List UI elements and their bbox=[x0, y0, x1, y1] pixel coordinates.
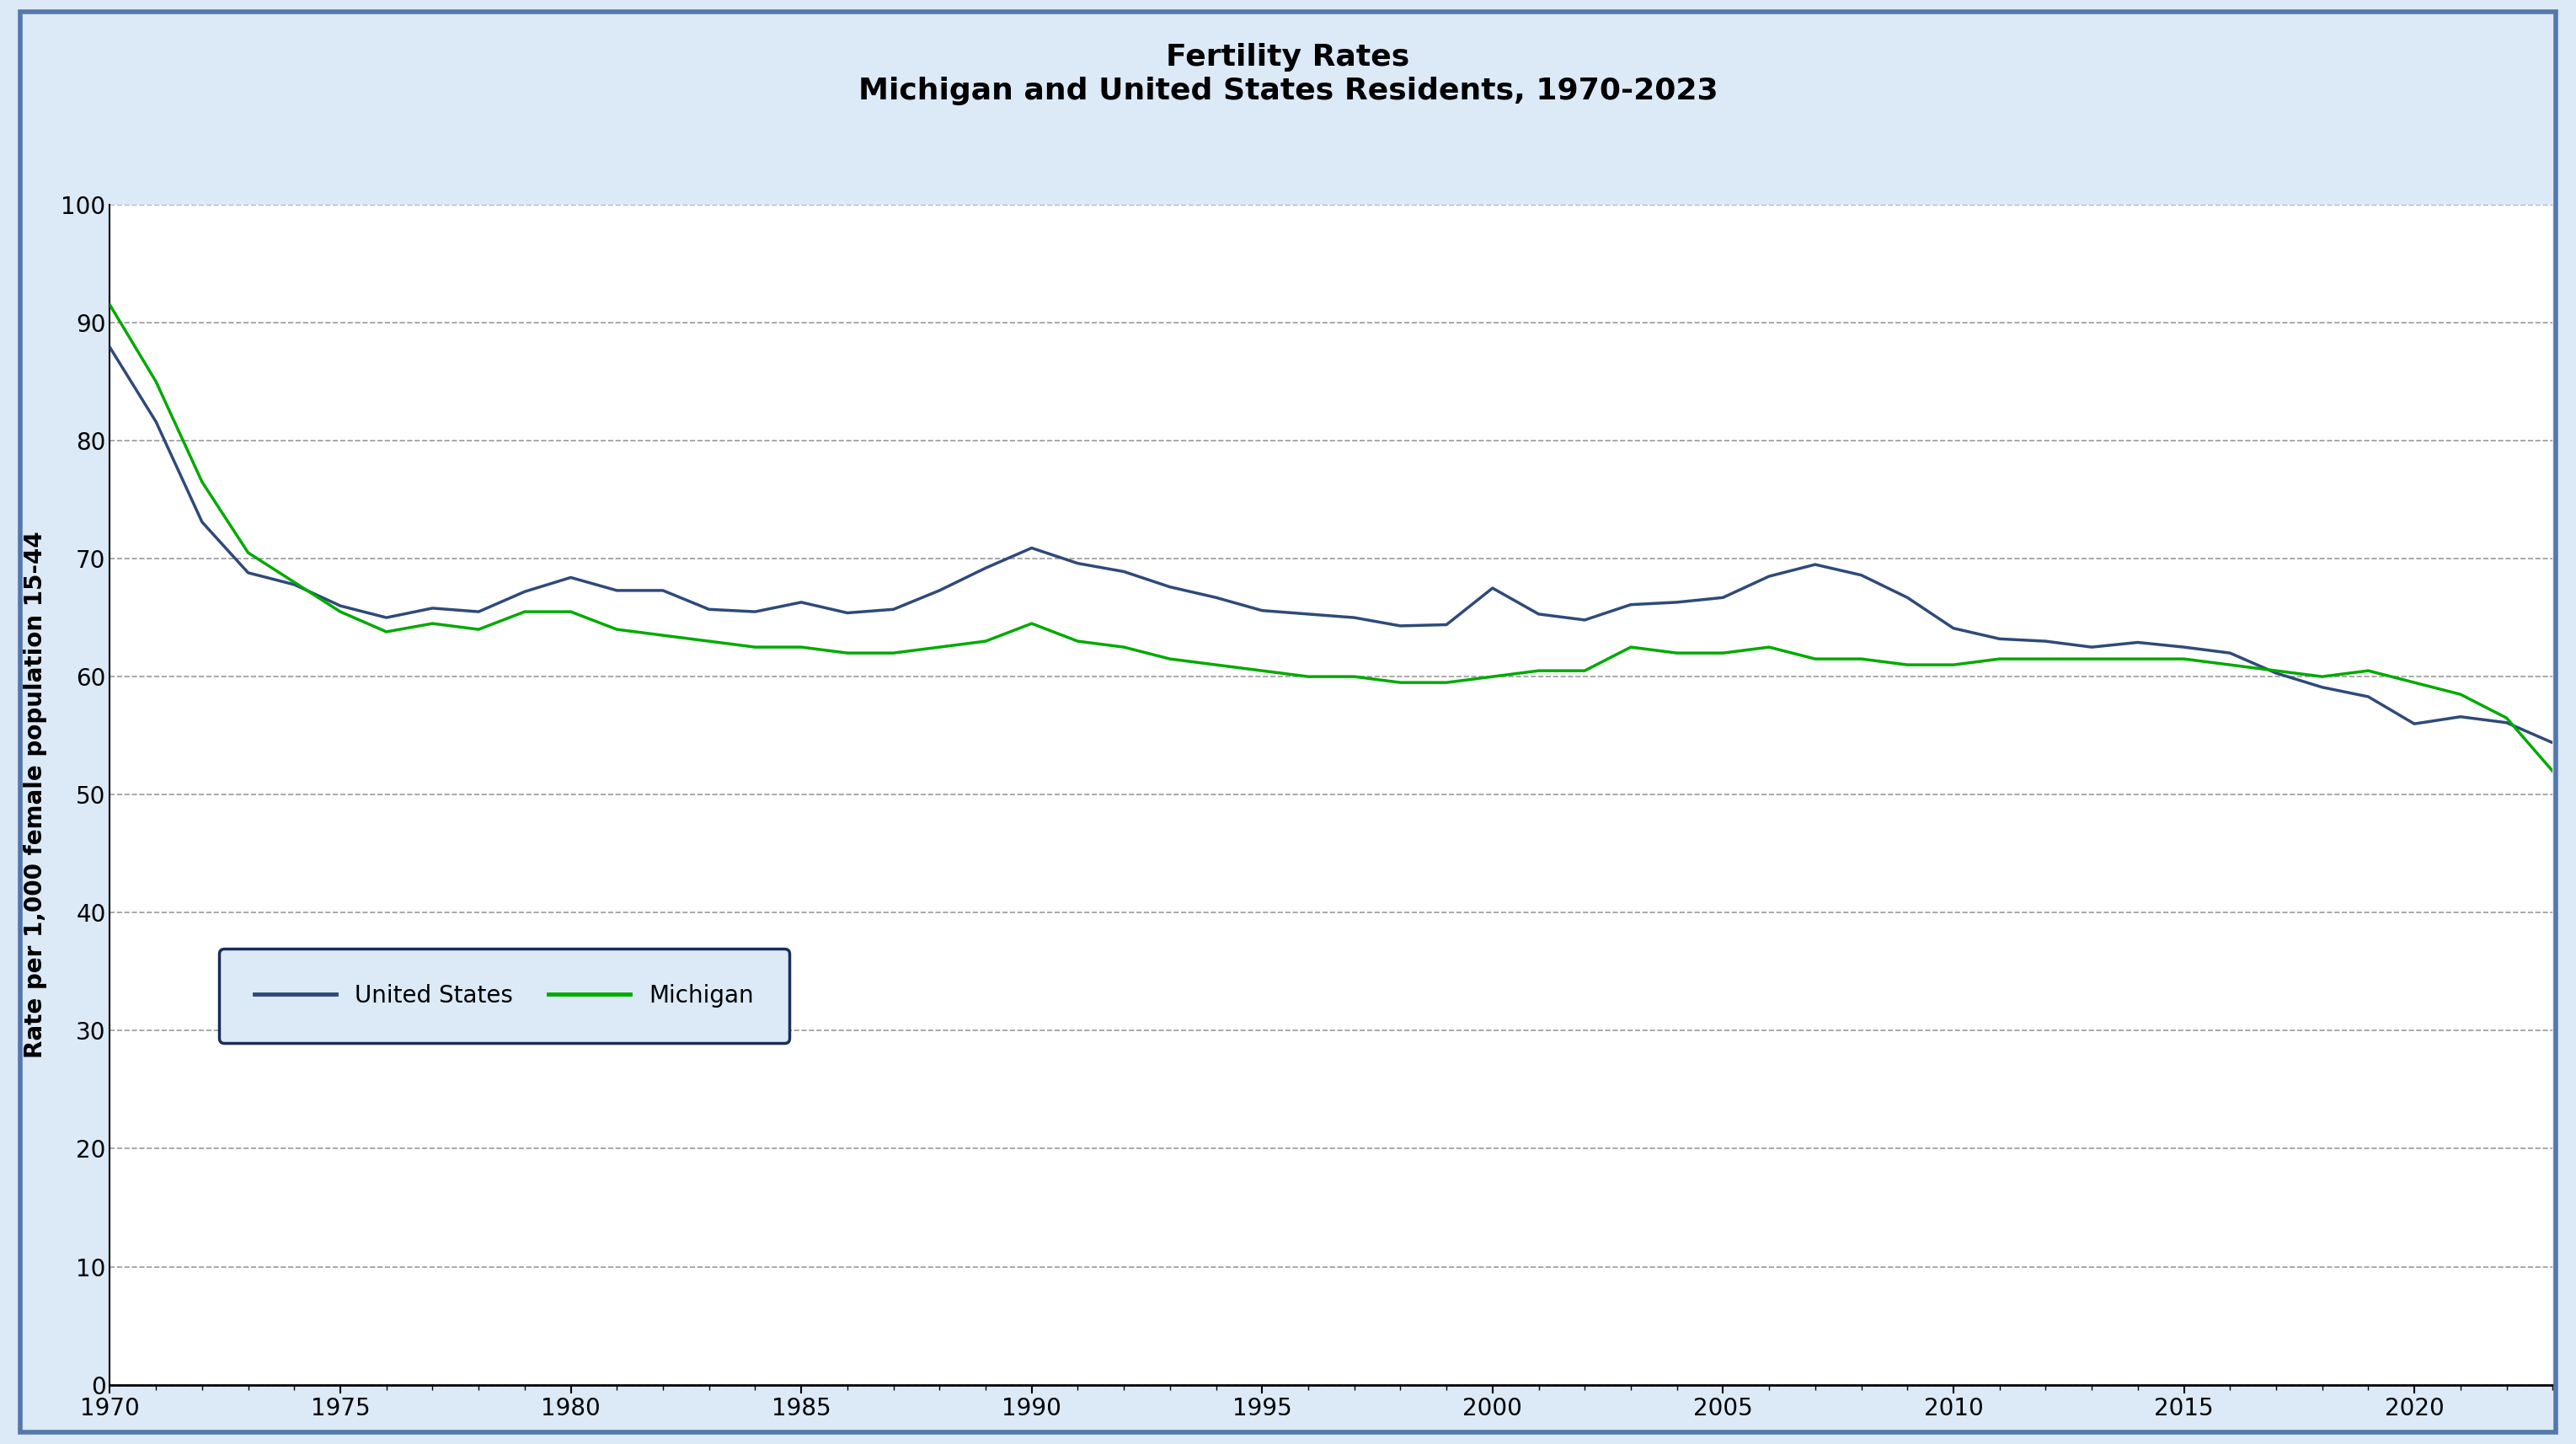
Michigan bbox=[1569, 661, 1600, 679]
United States bbox=[1754, 567, 1785, 585]
Legend: United States, Michigan: United States, Michigan bbox=[219, 949, 788, 1043]
Line: United States: United States bbox=[111, 348, 2553, 742]
Michigan bbox=[1432, 674, 1463, 692]
United States bbox=[1569, 611, 1600, 628]
United States bbox=[95, 339, 126, 357]
Y-axis label: Rate per 1,000 female population 15-44: Rate per 1,000 female population 15-44 bbox=[23, 531, 46, 1058]
Michigan bbox=[2537, 762, 2568, 780]
Michigan bbox=[1754, 638, 1785, 656]
Michigan bbox=[1522, 661, 1553, 679]
Michigan bbox=[95, 296, 126, 313]
United States bbox=[1432, 617, 1463, 634]
Michigan bbox=[1015, 615, 1046, 632]
Text: Fertility Rates
Michigan and United States Residents, 1970-2023: Fertility Rates Michigan and United Stat… bbox=[858, 43, 1718, 105]
United States bbox=[1015, 539, 1046, 556]
Michigan bbox=[510, 604, 541, 621]
Line: Michigan: Michigan bbox=[111, 305, 2553, 771]
United States bbox=[510, 583, 541, 601]
United States bbox=[1522, 605, 1553, 622]
United States bbox=[2537, 734, 2568, 751]
